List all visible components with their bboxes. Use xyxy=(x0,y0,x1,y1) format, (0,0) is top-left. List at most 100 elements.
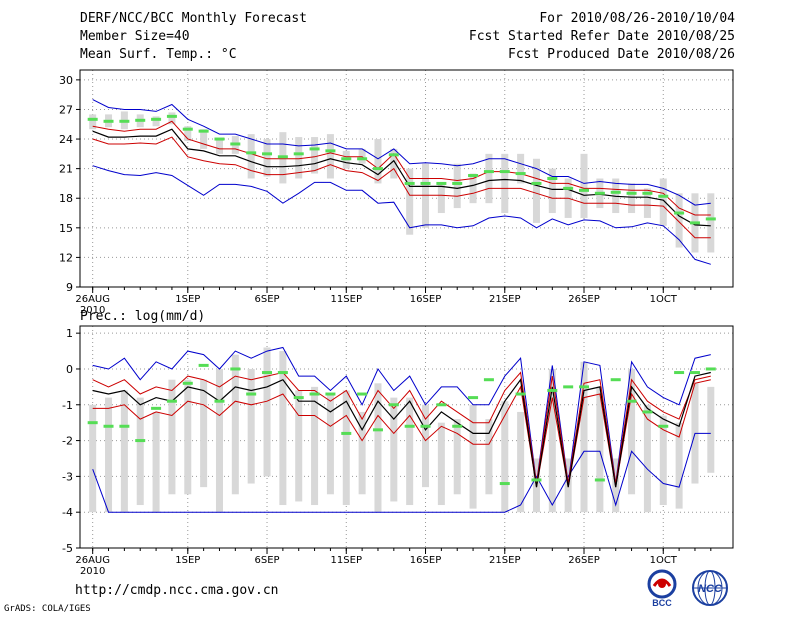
precip-box xyxy=(279,351,287,506)
temp-lower-line xyxy=(92,136,711,239)
precip-box xyxy=(501,401,509,513)
temp-box xyxy=(628,183,636,214)
temp-xtick-label: 16SEP xyxy=(410,294,441,305)
temp-box xyxy=(200,129,208,149)
temp-ytick-label: 21 xyxy=(59,163,73,176)
precip-box xyxy=(390,397,398,502)
temp-box xyxy=(501,153,509,214)
temp-box xyxy=(215,139,223,154)
temp-xtick-label: 6SEP xyxy=(254,294,279,305)
precip-ytick-label: -3 xyxy=(62,470,73,483)
temp-xtick-label: 26AUG xyxy=(75,294,110,305)
precip-box xyxy=(326,394,334,495)
temp-ytick-label: 12 xyxy=(59,251,73,264)
temp-box xyxy=(548,168,556,214)
precip-ytick-label: -4 xyxy=(62,506,73,519)
temp-box xyxy=(295,137,303,179)
temp-max-line xyxy=(92,99,711,206)
precip-box xyxy=(675,422,683,509)
precip-xtick-label: 11SEP xyxy=(331,555,362,566)
produced-date-label: Fcst Produced Date 2010/08/26 xyxy=(508,47,735,62)
temp-box xyxy=(707,193,715,253)
precip-box xyxy=(643,404,651,513)
temp-box xyxy=(437,183,445,214)
temp-ytick-label: 24 xyxy=(59,133,73,146)
precip-frame xyxy=(79,325,734,549)
temp-min-line xyxy=(92,165,711,265)
precip-box xyxy=(422,404,430,488)
temp-frame xyxy=(79,69,734,288)
temp-box xyxy=(675,193,683,248)
precip-ytick-label: -2 xyxy=(62,435,73,448)
precip-box xyxy=(152,411,160,513)
temp-box xyxy=(532,158,540,223)
temp-box xyxy=(89,114,97,130)
temp-box xyxy=(247,134,255,179)
temp-xtick-label: 1OCT xyxy=(650,294,678,305)
temp-box xyxy=(374,139,382,184)
temp-box xyxy=(485,153,493,204)
precip-mean-line xyxy=(92,371,711,488)
precip-xtick-label: 6SEP xyxy=(254,555,279,566)
precip-box xyxy=(263,347,271,477)
precip-box xyxy=(659,415,667,506)
precip-box xyxy=(89,404,97,513)
ncc-logo-text: NCC xyxy=(698,583,723,595)
precip-box xyxy=(342,390,350,506)
precip-max-line xyxy=(92,346,711,484)
member-size-label: Member Size=40 xyxy=(80,29,190,44)
precip-xtick-label: 1SEP xyxy=(175,555,200,566)
precip-box xyxy=(231,354,239,495)
precip-box xyxy=(295,390,303,502)
precip-box xyxy=(406,397,414,506)
precip-box xyxy=(374,383,382,513)
precip-box xyxy=(437,422,445,506)
temp-box xyxy=(643,188,651,218)
precip-ytick-label: -1 xyxy=(62,399,73,412)
precip-xtick-label: 26SEP xyxy=(568,555,599,566)
precip-box xyxy=(120,390,128,513)
temp-mean-line xyxy=(92,128,711,227)
temp-box xyxy=(406,168,414,235)
bcc-logo-text: BCC xyxy=(652,598,672,608)
precip-ytick-label: 0 xyxy=(66,363,73,376)
precip-box xyxy=(311,386,319,506)
precip-xtick-sublabel: 2010 xyxy=(80,566,105,577)
source-url-link[interactable]: http://cmdp.ncc.cma.gov.cn xyxy=(75,583,279,598)
bcc-logo: BCC xyxy=(647,569,677,608)
temp-ytick-label: 27 xyxy=(59,103,73,116)
precip-box xyxy=(136,397,144,506)
precip-ytick-label: 1 xyxy=(66,327,73,340)
temp-ytick-label: 18 xyxy=(59,192,73,205)
temp-box xyxy=(469,173,477,204)
temp-ytick-label: 9 xyxy=(66,281,73,294)
temp-box xyxy=(152,116,160,127)
precip-box xyxy=(628,368,636,495)
precip-box xyxy=(105,397,113,513)
precip-box xyxy=(469,404,477,509)
precip-box xyxy=(247,368,255,484)
precip-box xyxy=(517,411,525,513)
precip-box xyxy=(168,379,176,495)
precip-xtick-label: 16SEP xyxy=(410,555,441,566)
precip-box xyxy=(485,419,493,495)
temp-xtick-sublabel: 2010 xyxy=(80,305,105,316)
temp-xtick-label: 11SEP xyxy=(331,294,362,305)
temp-ytick-label: 30 xyxy=(59,74,73,87)
precip-box xyxy=(200,379,208,488)
temp-box xyxy=(580,153,588,218)
precip-xtick-label: 21SEP xyxy=(489,555,520,566)
precip-box xyxy=(580,361,588,513)
temp-upper-line xyxy=(92,120,711,216)
temp-box xyxy=(326,134,334,179)
precip-box xyxy=(548,368,556,513)
precip-ytick-label: -5 xyxy=(62,542,73,555)
precip-box xyxy=(596,386,604,513)
temperature-panel-title: Mean Surf. Temp.: °C xyxy=(80,47,237,62)
temp-box xyxy=(168,112,176,125)
temp-ytick-label: 15 xyxy=(59,222,73,235)
temp-box xyxy=(659,178,667,226)
temp-box xyxy=(184,126,192,142)
